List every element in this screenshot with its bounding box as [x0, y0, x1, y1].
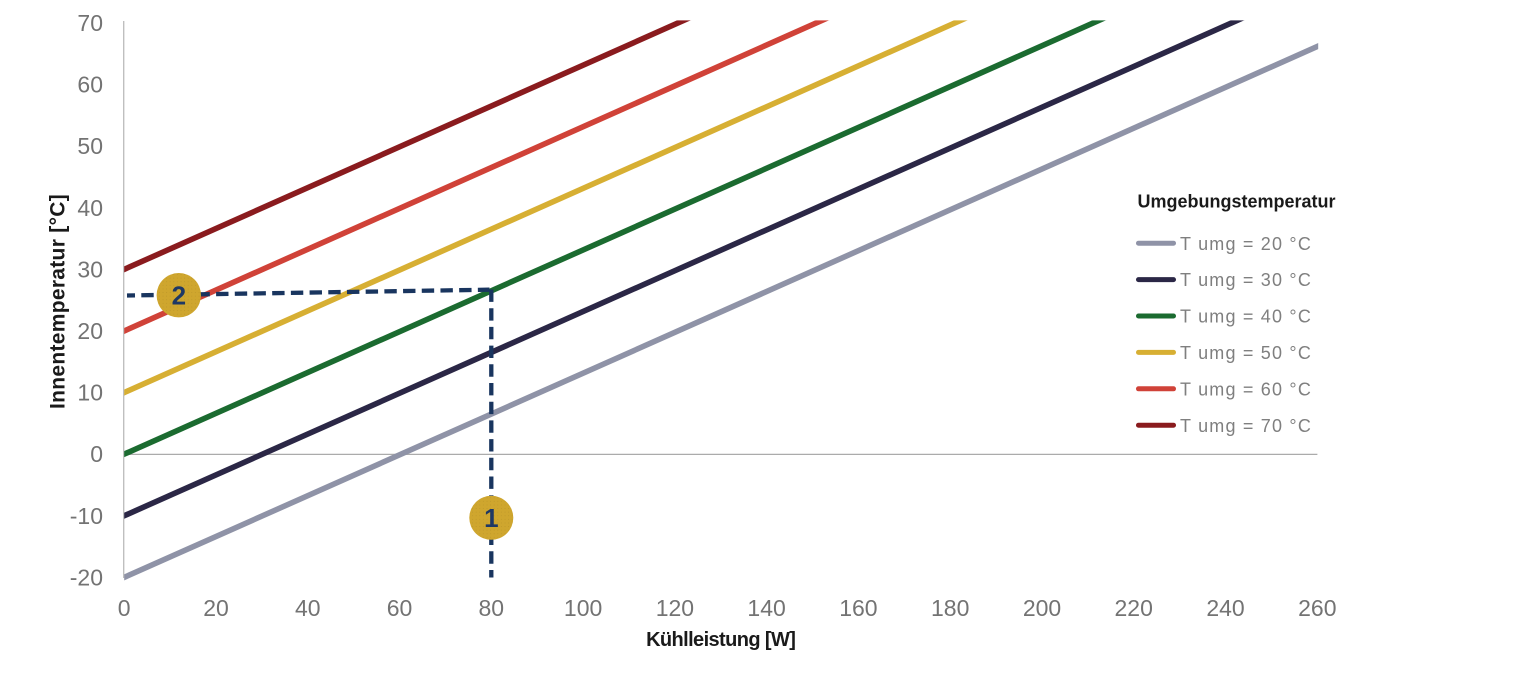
svg-text:60: 60	[77, 72, 103, 98]
svg-text:Innentemperatur [°C]: Innentemperatur [°C]	[46, 194, 69, 409]
svg-text:0: 0	[118, 595, 131, 621]
svg-text:Kühlleistung [W]: Kühlleistung [W]	[646, 629, 795, 651]
svg-text:70: 70	[77, 10, 103, 36]
svg-text:60: 60	[387, 595, 413, 621]
svg-text:40: 40	[77, 195, 103, 221]
svg-text:50: 50	[77, 133, 103, 159]
svg-text:T umg = 70 °C: T umg = 70 °C	[1180, 416, 1312, 436]
svg-text:40: 40	[295, 595, 321, 621]
svg-text:0: 0	[90, 441, 103, 467]
svg-text:1: 1	[484, 503, 498, 533]
svg-text:180: 180	[931, 595, 969, 621]
svg-text:200: 200	[1023, 595, 1061, 621]
svg-text:-20: -20	[70, 564, 103, 590]
svg-text:-10: -10	[70, 503, 103, 529]
svg-text:120: 120	[656, 595, 694, 621]
svg-text:T umg = 20 °C: T umg = 20 °C	[1180, 234, 1312, 254]
svg-text:100: 100	[564, 595, 602, 621]
svg-text:140: 140	[747, 595, 785, 621]
svg-text:Umgebungstemperatur: Umgebungstemperatur	[1138, 192, 1336, 212]
svg-text:T umg = 50 °C: T umg = 50 °C	[1180, 343, 1312, 363]
svg-text:T umg = 30 °C: T umg = 30 °C	[1180, 270, 1312, 290]
svg-text:260: 260	[1298, 595, 1336, 621]
svg-text:T umg = 60 °C: T umg = 60 °C	[1180, 379, 1312, 399]
svg-text:20: 20	[77, 318, 103, 344]
svg-text:80: 80	[479, 595, 505, 621]
svg-text:160: 160	[839, 595, 877, 621]
svg-text:10: 10	[77, 380, 103, 406]
svg-text:T umg = 40 °C: T umg = 40 °C	[1180, 307, 1312, 327]
svg-text:20: 20	[203, 595, 229, 621]
svg-text:240: 240	[1206, 595, 1244, 621]
svg-text:2: 2	[172, 281, 186, 311]
svg-text:30: 30	[77, 256, 103, 282]
svg-text:220: 220	[1115, 595, 1153, 621]
